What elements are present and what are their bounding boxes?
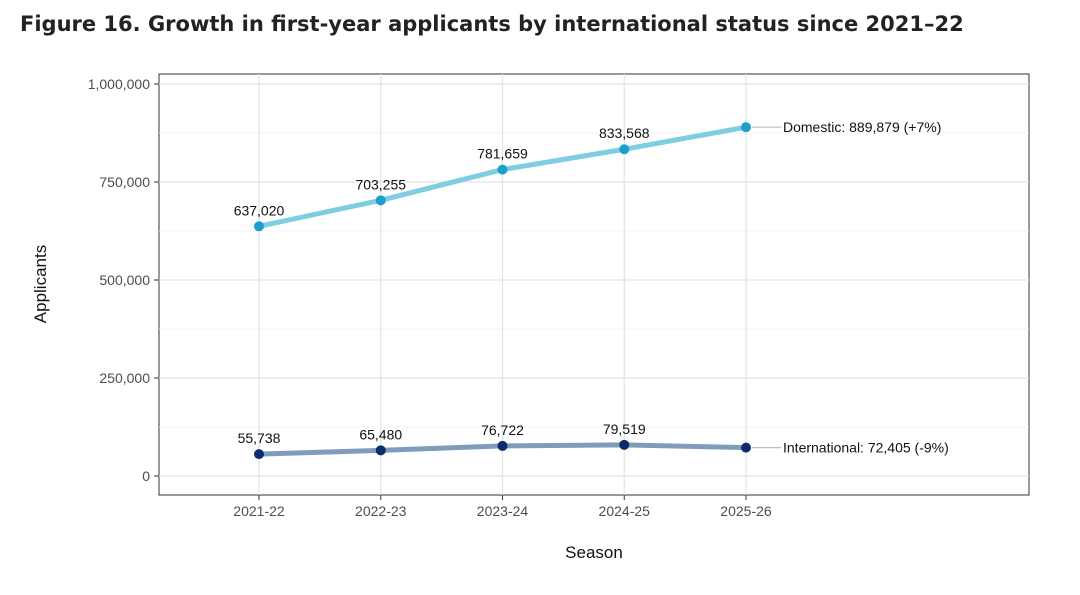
x-tick-label: 2025-26 bbox=[720, 503, 772, 519]
domestic-end-label: Domestic: 889,879 (+7%) bbox=[783, 119, 941, 135]
international-data-point bbox=[619, 439, 630, 450]
domestic-data-point bbox=[619, 144, 630, 155]
international-data-label: 79,519 bbox=[603, 421, 646, 437]
international-data-point bbox=[497, 440, 508, 451]
international-data-label: 65,480 bbox=[359, 426, 402, 442]
y-tick-label: 750,000 bbox=[99, 174, 150, 190]
x-tick-label: 2023-24 bbox=[477, 503, 529, 519]
international-data-label: 55,738 bbox=[238, 430, 281, 446]
x-axis-title: Season bbox=[565, 543, 623, 562]
x-tick-label: 2022-23 bbox=[355, 503, 407, 519]
x-tick-label: 2024-25 bbox=[599, 503, 651, 519]
domestic-data-point bbox=[254, 221, 264, 232]
y-tick-label: 1,000,000 bbox=[88, 76, 150, 92]
x-tick-label: 2021-22 bbox=[233, 503, 285, 519]
domestic-data-point bbox=[741, 122, 751, 133]
domestic-data-label: 637,020 bbox=[234, 202, 285, 218]
domestic-data-label: 833,568 bbox=[599, 125, 650, 141]
domestic-data-label: 781,659 bbox=[477, 146, 528, 162]
domestic-data-point bbox=[375, 195, 386, 206]
international-data-point bbox=[375, 445, 386, 456]
figure-title: Figure 16. Growth in first-year applican… bbox=[20, 12, 964, 36]
international-data-point bbox=[254, 449, 264, 460]
plot-panel bbox=[158, 73, 1030, 496]
international-end-label: International: 72,405 (-9%) bbox=[783, 440, 949, 456]
domestic-data-label: 703,255 bbox=[355, 176, 406, 192]
y-axis-title: Applicants bbox=[31, 245, 50, 323]
y-tick-label: 500,000 bbox=[99, 272, 150, 288]
domestic-data-point bbox=[497, 164, 508, 175]
international-data-point bbox=[741, 442, 751, 453]
y-tick-label: 0 bbox=[142, 468, 150, 484]
y-tick-label: 250,000 bbox=[99, 370, 150, 386]
international-data-label: 76,722 bbox=[481, 422, 524, 438]
